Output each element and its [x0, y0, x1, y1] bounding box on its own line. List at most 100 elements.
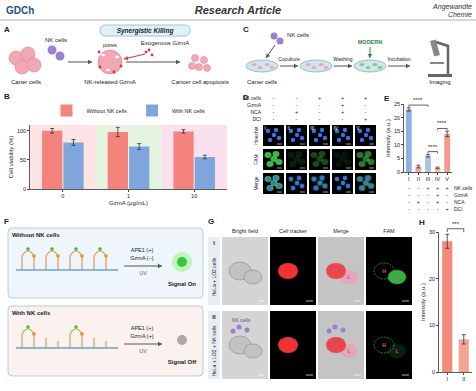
svg-text:***: ***	[452, 221, 460, 227]
svg-text:-: -	[437, 206, 439, 212]
svg-text:+: +	[295, 109, 298, 115]
svg-text:Caner cells: Caner cells	[11, 79, 41, 85]
svg-text:UV: UV	[139, 348, 147, 354]
svg-text:+: +	[364, 95, 367, 101]
svg-text:-: -	[273, 116, 275, 122]
svg-text:+: +	[364, 116, 367, 122]
svg-text:I: I	[213, 240, 215, 246]
svg-text:Cell tracker: Cell tracker	[279, 228, 307, 234]
svg-text:GDCh: GDCh	[6, 5, 34, 16]
svg-text:0: 0	[397, 169, 400, 175]
svg-text:-: -	[273, 102, 275, 108]
svg-text:15: 15	[394, 128, 400, 134]
svg-text:-: -	[427, 192, 429, 198]
svg-text:+: +	[341, 95, 344, 101]
svg-text:Cell viability (%): Cell viability (%)	[8, 136, 14, 179]
svg-text:NK cells: NK cells	[232, 317, 251, 323]
svg-text:-: -	[342, 116, 344, 122]
svg-text:-: -	[365, 102, 367, 108]
svg-text:+: +	[341, 102, 344, 108]
svg-text:****: ****	[428, 144, 438, 150]
svg-text:III: III	[311, 126, 315, 131]
svg-text:GzmA: GzmA	[454, 192, 469, 198]
svg-text:-: -	[296, 95, 298, 101]
svg-text:-: -	[408, 185, 410, 191]
svg-text:HeLa + LO2 + NK cells: HeLa + LO2 + NK cells	[211, 325, 217, 377]
svg-text:-: -	[273, 95, 275, 101]
svg-text:-: -	[417, 192, 419, 198]
svg-text:5: 5	[397, 155, 400, 161]
svg-text:Merge: Merge	[333, 228, 349, 234]
svg-text:-: -	[365, 109, 367, 115]
svg-text:1: 1	[127, 193, 130, 199]
svg-text:IV: IV	[334, 126, 338, 131]
svg-text:HeLa + LO2 cells: HeLa + LO2 cells	[211, 257, 217, 296]
svg-text:Without NK cells: Without NK cells	[12, 232, 60, 238]
svg-text:V: V	[445, 176, 449, 182]
svg-text:G: G	[208, 217, 214, 226]
svg-text:II: II	[288, 126, 291, 131]
svg-text:DCI: DCI	[252, 116, 261, 122]
svg-text:-: -	[408, 192, 410, 198]
svg-text:V: V	[357, 126, 360, 131]
svg-text:GzmA (+): GzmA (+)	[130, 333, 154, 339]
svg-text:H: H	[382, 342, 386, 348]
svg-text:L: L	[347, 348, 350, 354]
svg-text:-: -	[408, 199, 410, 205]
svg-text:25: 25	[394, 101, 400, 107]
svg-text:Angewandte: Angewandte	[432, 3, 472, 11]
svg-text:50: 50	[20, 157, 26, 163]
svg-text:pores: pores	[103, 42, 117, 48]
svg-text:FAM: FAM	[383, 228, 395, 234]
svg-text:+: +	[436, 185, 439, 191]
svg-text:20: 20	[394, 115, 400, 121]
svg-text:Exogenous GzmA: Exogenous GzmA	[141, 40, 189, 46]
svg-text:NK cells: NK cells	[243, 95, 262, 101]
svg-text:NK-released GzmA: NK-released GzmA	[84, 79, 136, 85]
svg-text:Bright field: Bright field	[232, 228, 258, 234]
svg-text:-: -	[446, 192, 448, 198]
svg-text:III: III	[426, 176, 431, 182]
svg-text:I: I	[446, 376, 448, 382]
svg-text:H: H	[334, 342, 338, 348]
svg-text:E: E	[384, 94, 390, 103]
svg-text:0: 0	[61, 193, 64, 199]
svg-text:II: II	[212, 314, 216, 320]
svg-text:NK cells: NK cells	[45, 37, 67, 43]
svg-text:Caner cells: Caner cells	[247, 79, 277, 85]
svg-text:H: H	[419, 218, 425, 227]
svg-text:APE1 (+): APE1 (+)	[131, 247, 154, 253]
svg-text:Incubation: Incubation	[387, 56, 410, 62]
svg-text:+: +	[426, 185, 429, 191]
svg-text:I: I	[408, 176, 410, 182]
svg-text:-: -	[319, 116, 321, 122]
svg-text:C: C	[243, 25, 249, 34]
svg-text:+: +	[446, 185, 449, 191]
svg-text:Merge: Merge	[253, 176, 259, 190]
svg-text:H: H	[382, 268, 386, 274]
svg-text:L: L	[395, 274, 398, 280]
svg-text:NCA: NCA	[454, 199, 465, 205]
svg-text:Coculture: Coculture	[278, 56, 300, 62]
svg-text:+: +	[318, 95, 321, 101]
svg-text:Washing: Washing	[333, 56, 352, 62]
svg-text:With NK cells: With NK cells	[12, 310, 51, 316]
svg-text:10: 10	[429, 322, 435, 328]
svg-text:0: 0	[23, 186, 26, 192]
svg-text:-: -	[417, 185, 419, 191]
svg-text:-: -	[296, 102, 298, 108]
svg-text:****: ****	[413, 97, 423, 103]
svg-text:0: 0	[432, 369, 435, 375]
svg-text:Chemie: Chemie	[448, 11, 472, 18]
svg-text:-: -	[273, 109, 275, 115]
svg-text:IV: IV	[435, 176, 441, 182]
svg-text:-: -	[446, 199, 448, 205]
svg-text:30: 30	[429, 229, 435, 235]
svg-text:-: -	[427, 199, 429, 205]
svg-text:A: A	[4, 25, 10, 34]
svg-text:L: L	[347, 274, 350, 280]
svg-text:FAM: FAM	[253, 154, 259, 164]
svg-text:+: +	[446, 206, 449, 212]
svg-text:+: +	[341, 109, 344, 115]
svg-text:NK cells: NK cells	[454, 185, 473, 191]
